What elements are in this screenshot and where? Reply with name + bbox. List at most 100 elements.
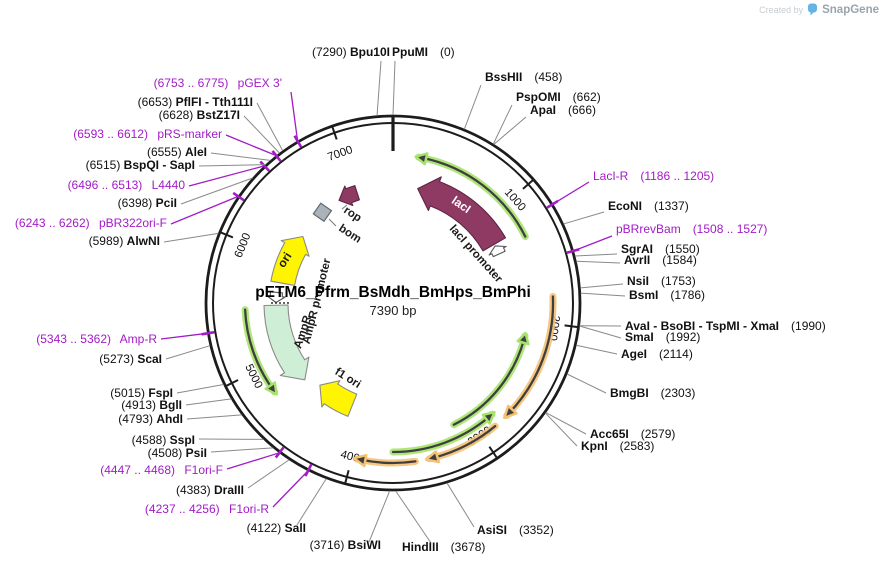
leader-f1ori-f [226, 452, 280, 470]
leader-pflfi [256, 102, 284, 151]
leader-hindiii [395, 490, 432, 544]
snapgene-watermark: Created by SnapGene [759, 3, 879, 16]
site-label-sspi[interactable]: (4588) SspI [132, 433, 195, 447]
leader-apai [493, 116, 527, 145]
feature-ori[interactable] [270, 235, 310, 286]
feature-label-bom[interactable]: bom [336, 222, 363, 245]
site-label-bgli[interactable]: (4913) BglI [121, 398, 182, 412]
site-label-draiii[interactable]: (4383) DraIII [176, 483, 244, 497]
leader-f1ori-r [272, 470, 309, 508]
site-label-avai[interactable]: AvaI - BsoBI - TspMI - XmaI (1990) [625, 319, 826, 333]
site-label-sgrai[interactable]: SgrAI (1550) [621, 242, 700, 256]
tick-label-7000: 7000 [326, 144, 354, 164]
site-label-scai[interactable]: (5273) ScaI [99, 352, 162, 366]
site-label-bpu10i[interactable]: (7290) Bpu10I [312, 45, 390, 59]
primer-mark-amp-r [201, 330, 215, 336]
feature-ampr-promoter[interactable] [266, 291, 286, 304]
site-label-hindiii[interactable]: HindIII (3678) [402, 540, 485, 554]
leader-laci-r [552, 181, 590, 205]
site-label-pflfi[interactable]: (6653) PflFI - Tth111I [138, 95, 253, 109]
leader-pbrrevbam [573, 235, 613, 252]
site-label-bmgbi[interactable]: BmgBI (2303) [610, 386, 695, 400]
site-label-prs-marker[interactable]: (6593 .. 6612) pRS-marker [73, 127, 222, 141]
feature-laci[interactable] [417, 176, 507, 252]
site-label-bsmi[interactable]: BsmI (1786) [629, 288, 705, 302]
site-label-pbrrevbam[interactable]: pBRrevBam (1508 .. 1527) [616, 222, 767, 236]
leader-bsshii [463, 84, 482, 130]
leader-alwni [163, 232, 219, 243]
connector-line-0 [328, 218, 337, 227]
tick-5000 [224, 379, 239, 388]
site-label-f1ori-r[interactable]: (4237 .. 4256) F1ori-R [145, 502, 269, 516]
feature-bom[interactable] [312, 202, 333, 223]
site-label-asisi[interactable]: AsiSI (3352) [477, 523, 554, 537]
leader-smai [579, 325, 622, 339]
site-label-alei[interactable]: (6555) AleI [147, 145, 207, 159]
site-label-acc65i[interactable]: Acc65I (2579) [590, 427, 675, 441]
site-label-pspomi[interactable]: PspOMI (662) [516, 90, 601, 104]
leader-bsiwi [368, 490, 391, 543]
leader-sali [296, 478, 327, 526]
site-label-kpni[interactable]: KpnI (2583) [581, 439, 654, 453]
leader-scai [165, 345, 211, 360]
site-label-ppumi[interactable]: PpuMI (0) [392, 45, 455, 59]
site-label-amp-r[interactable]: (5343 .. 5362) Amp-R [36, 332, 157, 346]
orf-arrow-orf-right-1-core [452, 338, 526, 426]
site-label-pbr322ori-f[interactable]: (6243 .. 6262) pBR322ori-F [15, 216, 167, 230]
feature-label-ori[interactable]: ori [275, 250, 295, 270]
tick-3000 [488, 446, 499, 460]
orf-arrow-orf-right-2-head [481, 410, 496, 425]
site-label-f1ori-f[interactable]: (4447 .. 4468) F1ori-F [100, 463, 223, 477]
tick-2000 [564, 324, 580, 329]
site-label-bspqi[interactable]: (6515) BspQI - SapI [86, 158, 195, 172]
leader-draiii [247, 459, 290, 489]
site-label-bsiwi[interactable]: (3716) BsiWI [310, 538, 381, 552]
feature-label-ampr-promoter[interactable]: AmpR promoter [301, 257, 334, 345]
tick-6000 [219, 230, 234, 239]
site-label-nsii[interactable]: NsiI (1753) [627, 274, 696, 288]
site-label-pcii[interactable]: (6398) PciI [118, 196, 177, 210]
tick-1000 [522, 178, 535, 190]
connector-line-1 [341, 204, 348, 210]
site-label-ahdi[interactable]: (4793) AhdI [118, 412, 183, 426]
primer-mark-f1ori-f [274, 446, 285, 459]
site-label-l4440[interactable]: (6496 .. 6513) L4440 [68, 178, 186, 192]
site-label-agei[interactable]: AgeI (2114) [621, 347, 693, 361]
site-label-psii[interactable]: (4508) PsiI [148, 446, 207, 460]
primer-mark-pbrrevbam [566, 247, 580, 255]
site-label-econi[interactable]: EcoNI (1337) [608, 199, 689, 213]
leader-bstz17i [243, 115, 280, 154]
site-label-sali[interactable]: (4122) SalI [247, 521, 306, 535]
feature-rop[interactable] [338, 185, 360, 207]
feature-ampr[interactable] [263, 304, 310, 381]
site-label-fspi[interactable]: (5015) FspI [110, 386, 173, 400]
orf-arrow-orf-right-1-head [516, 331, 530, 346]
feature-laci-promoter[interactable] [488, 245, 507, 258]
site-label-smai[interactable]: SmaI (1992) [625, 330, 700, 344]
gene-arrow-gene-3-head [352, 453, 368, 468]
leader-fspi [176, 384, 224, 394]
plasmid-size: 7390 bp [370, 303, 417, 318]
site-label-avrii[interactable]: AvrII (1584) [624, 253, 697, 267]
site-label-laci-r[interactable]: LacI-R (1186 .. 1205) [593, 169, 714, 183]
gene-arrow-gene-1-core [508, 295, 555, 414]
leader-econi [563, 211, 605, 225]
tick-label-6000: 6000 [233, 231, 254, 259]
gene-arrow-gene-1-head [503, 404, 518, 420]
feature-f1-ori[interactable] [319, 380, 358, 417]
site-label-apai[interactable]: ApaI (666) [530, 103, 596, 117]
site-label-bsshii[interactable]: BssHII (458) [485, 70, 562, 84]
orf-arrow-orf-laci-head [414, 152, 429, 166]
site-label-bstz17i[interactable]: (6628) BstZ17I [159, 108, 240, 122]
leader-ppumi [392, 60, 396, 116]
leader-bgli [185, 398, 232, 406]
leader-agei [576, 344, 618, 355]
primer-mark-f1ori-r [304, 463, 313, 477]
plasmid-title: pETM6_Pfrm_BsMdh_BmHps_BmPhi [255, 284, 531, 301]
leader-alei [210, 152, 271, 161]
leader-pgex3 [290, 91, 299, 142]
site-label-alwni[interactable]: (5989) AlwNI [89, 234, 160, 248]
site-label-pgex3[interactable]: (6753 .. 6775) pGEX 3' [154, 76, 282, 90]
leader-acc65i [545, 412, 587, 435]
